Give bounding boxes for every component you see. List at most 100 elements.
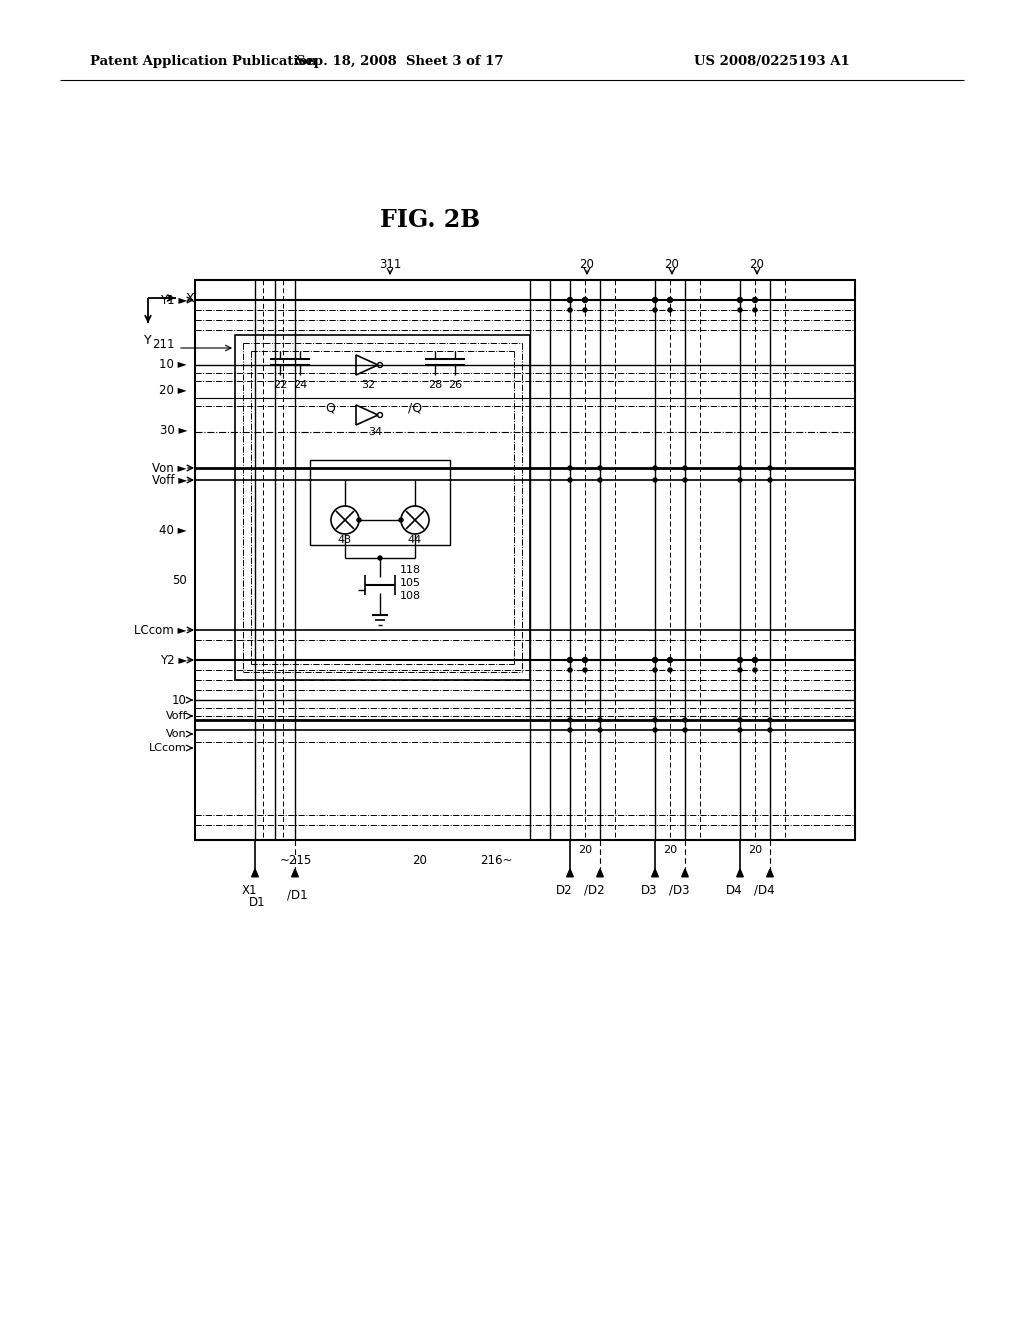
- Bar: [310, 459, 450, 545]
- Circle shape: [738, 308, 742, 312]
- Text: 34: 34: [368, 426, 382, 437]
- Circle shape: [568, 478, 572, 482]
- Circle shape: [738, 466, 742, 470]
- Circle shape: [683, 729, 687, 733]
- Circle shape: [683, 466, 687, 470]
- Text: 26: 26: [447, 380, 462, 389]
- Polygon shape: [252, 869, 258, 876]
- Text: 10: 10: [172, 693, 187, 706]
- Text: D3: D3: [641, 883, 657, 896]
- Polygon shape: [682, 869, 688, 876]
- Text: 20: 20: [578, 845, 592, 855]
- Text: 211: 211: [153, 338, 175, 351]
- Text: 24: 24: [293, 380, 307, 389]
- Circle shape: [768, 718, 772, 722]
- Circle shape: [738, 718, 742, 722]
- Text: 44: 44: [408, 535, 422, 545]
- Bar: [234, 335, 530, 680]
- Text: LCcom: LCcom: [150, 743, 187, 752]
- Text: 50: 50: [172, 573, 187, 586]
- Text: X: X: [186, 292, 195, 305]
- Circle shape: [583, 297, 588, 302]
- Text: D1: D1: [249, 895, 265, 908]
- Polygon shape: [767, 869, 773, 876]
- Text: D2: D2: [556, 883, 572, 896]
- Text: Patent Application Publication: Patent Application Publication: [90, 55, 316, 69]
- Text: 216~: 216~: [480, 854, 512, 866]
- Text: /Q: /Q: [408, 401, 422, 414]
- Polygon shape: [736, 869, 743, 876]
- Text: /D2: /D2: [584, 883, 604, 896]
- Circle shape: [652, 297, 657, 302]
- Text: Von ►: Von ►: [153, 462, 187, 474]
- Circle shape: [583, 308, 587, 312]
- Circle shape: [568, 718, 572, 722]
- Circle shape: [683, 718, 687, 722]
- Text: 20: 20: [750, 259, 765, 272]
- Circle shape: [568, 308, 572, 312]
- Text: /D4: /D4: [754, 883, 774, 896]
- Text: 20: 20: [665, 259, 680, 272]
- Circle shape: [378, 556, 382, 560]
- Circle shape: [768, 729, 772, 733]
- Bar: [195, 280, 855, 840]
- Text: 22: 22: [272, 380, 287, 389]
- Polygon shape: [292, 869, 298, 876]
- Text: 105: 105: [400, 578, 421, 587]
- Circle shape: [653, 478, 657, 482]
- Circle shape: [568, 668, 572, 672]
- Text: 10 ►: 10 ►: [160, 359, 187, 371]
- Polygon shape: [597, 869, 603, 876]
- Circle shape: [598, 478, 602, 482]
- Circle shape: [598, 466, 602, 470]
- Circle shape: [598, 718, 602, 722]
- Circle shape: [668, 668, 672, 672]
- Circle shape: [567, 297, 572, 302]
- Text: ~215: ~215: [280, 854, 312, 866]
- Text: 311: 311: [379, 259, 401, 272]
- Circle shape: [738, 668, 742, 672]
- Circle shape: [568, 466, 572, 470]
- Text: LCcom ►: LCcom ►: [134, 623, 187, 636]
- Text: 108: 108: [400, 591, 421, 601]
- Circle shape: [357, 517, 361, 521]
- Text: Von: Von: [166, 729, 187, 739]
- Circle shape: [668, 657, 673, 663]
- Text: Q: Q: [325, 401, 335, 414]
- Text: Y1 ►: Y1 ►: [160, 293, 187, 306]
- Circle shape: [653, 718, 657, 722]
- Text: 40 ►: 40 ►: [160, 524, 187, 536]
- Text: 20 ►: 20 ►: [160, 384, 187, 396]
- Circle shape: [668, 308, 672, 312]
- Text: Y2 ►: Y2 ►: [160, 653, 187, 667]
- Polygon shape: [566, 869, 573, 876]
- Circle shape: [598, 729, 602, 733]
- Circle shape: [652, 657, 657, 663]
- Circle shape: [683, 478, 687, 482]
- Text: Y: Y: [144, 334, 152, 347]
- Polygon shape: [651, 869, 658, 876]
- Circle shape: [653, 308, 657, 312]
- Text: X1: X1: [242, 883, 257, 896]
- Circle shape: [737, 297, 742, 302]
- Circle shape: [768, 466, 772, 470]
- Text: US 2008/0225193 A1: US 2008/0225193 A1: [694, 55, 850, 69]
- Text: 20: 20: [663, 845, 677, 855]
- Circle shape: [653, 668, 657, 672]
- Circle shape: [668, 297, 673, 302]
- Text: Voff: Voff: [166, 711, 187, 721]
- Circle shape: [753, 308, 757, 312]
- Circle shape: [583, 657, 588, 663]
- Text: 32: 32: [360, 380, 375, 389]
- Text: Voff ►: Voff ►: [152, 474, 187, 487]
- Circle shape: [753, 668, 757, 672]
- Text: 118: 118: [400, 565, 421, 576]
- Circle shape: [399, 517, 403, 521]
- Text: 28: 28: [428, 380, 442, 389]
- Circle shape: [753, 297, 758, 302]
- Circle shape: [567, 657, 572, 663]
- Circle shape: [653, 729, 657, 733]
- Text: 43: 43: [338, 535, 352, 545]
- Circle shape: [653, 466, 657, 470]
- Text: /D1: /D1: [287, 888, 307, 902]
